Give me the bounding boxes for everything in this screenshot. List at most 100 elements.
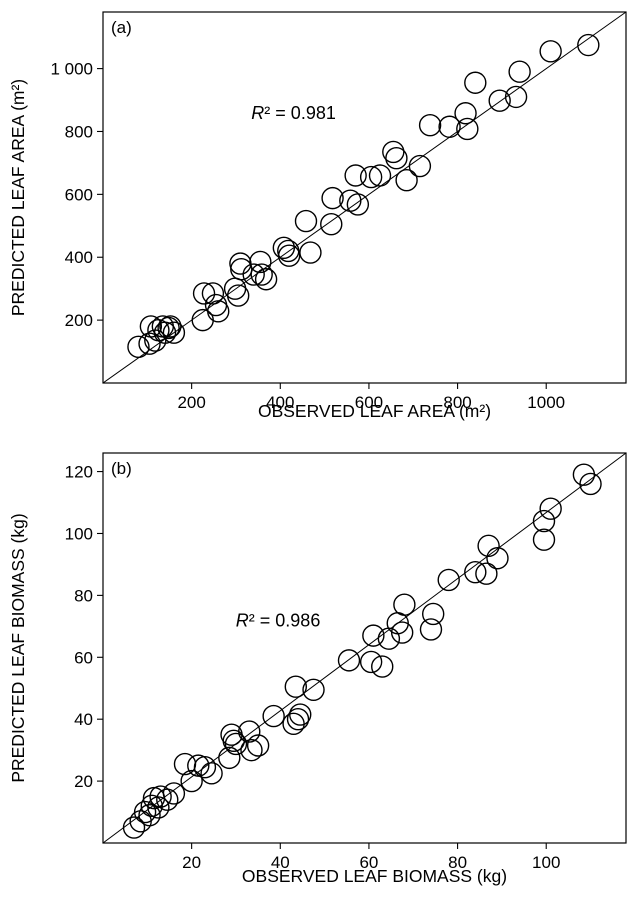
r-squared-annotation: R² = 0.986	[236, 610, 321, 630]
x-tick-label: 200	[177, 393, 205, 412]
data-point	[240, 738, 263, 762]
panel-b: 20 40 60 80 100 20 40 60 80 100 120 (b) R² = 0.986…	[8, 452, 627, 886]
data-point	[204, 293, 228, 317]
data-point	[438, 115, 461, 138]
data-point	[277, 239, 300, 263]
data-point	[254, 268, 278, 291]
data-point	[180, 769, 203, 793]
data-point	[532, 528, 556, 551]
data-point	[162, 782, 186, 805]
data-point	[572, 463, 596, 486]
y-tick-label: 800	[65, 122, 93, 141]
fit-line	[102, 11, 627, 384]
data-point	[193, 755, 217, 779]
data-point	[138, 332, 161, 355]
y-tick-label: 200	[65, 311, 93, 330]
data-point	[238, 720, 261, 743]
data-point	[277, 244, 301, 267]
x-tick-label: 600	[355, 393, 383, 412]
data-point	[385, 146, 408, 170]
y-tick-label: 600	[65, 185, 93, 204]
data-point	[359, 650, 383, 674]
data-point	[262, 704, 285, 728]
data-point	[299, 241, 322, 264]
data-point	[464, 71, 487, 94]
data-point	[321, 186, 344, 210]
r-squared-value: ² = 0.981	[264, 103, 336, 123]
x-tick-label: 20	[182, 853, 201, 872]
data-point	[579, 472, 602, 496]
data-point	[464, 560, 487, 584]
data-point	[532, 509, 556, 533]
data-point	[371, 655, 394, 678]
data-points	[127, 33, 600, 359]
data-point	[157, 316, 180, 340]
x-tick-label: 40	[271, 853, 290, 872]
data-point	[230, 257, 253, 281]
data-point	[454, 102, 477, 125]
panel-label: (a)	[111, 18, 132, 37]
x-axis-label: OBSERVED LEAF AREA (m²)	[258, 401, 491, 421]
data-point	[224, 732, 248, 756]
x-tick-label: 1000	[527, 393, 565, 412]
r-squared-symbol: R	[236, 610, 249, 630]
data-point	[242, 263, 265, 286]
data-point	[207, 300, 230, 323]
data-point	[477, 534, 500, 558]
data-point	[284, 675, 308, 698]
data-point	[359, 165, 383, 189]
data-point	[539, 40, 562, 63]
data-point	[437, 568, 460, 592]
data-point	[294, 209, 318, 233]
data-point	[133, 800, 157, 824]
data-point	[286, 707, 310, 731]
data-point	[368, 164, 392, 187]
data-point	[337, 649, 361, 672]
data-point	[408, 154, 432, 178]
data-point	[488, 89, 511, 112]
data-point	[577, 33, 600, 57]
data-point	[162, 321, 186, 344]
x-tick-label: 60	[359, 853, 378, 872]
data-point	[395, 169, 418, 192]
r-squared-symbol: R	[251, 103, 264, 123]
panel-label: (b)	[111, 459, 132, 478]
x-axis-label: OBSERVED LEAF BIOMASS (kg)	[242, 866, 507, 886]
plot-frame	[102, 11, 627, 384]
data-point	[419, 618, 443, 641]
data-point	[147, 796, 170, 819]
data-point	[539, 497, 562, 520]
x-tick-label: 400	[266, 393, 294, 412]
x-tick-label: 80	[448, 853, 467, 872]
r-squared-value: ² = 0.986	[249, 610, 321, 630]
data-point	[486, 547, 509, 570]
r-squared-annotation: R² = 0.981	[251, 103, 336, 123]
y-tick-label: 60	[74, 648, 93, 667]
data-point	[344, 164, 367, 187]
x-tick-label: 100	[532, 853, 560, 872]
data-point	[346, 193, 370, 216]
data-point	[377, 627, 401, 650]
data-point	[282, 712, 305, 736]
x-tick-label: 800	[443, 393, 471, 412]
data-point	[456, 117, 479, 141]
data-point	[302, 678, 325, 701]
data-point	[508, 60, 531, 83]
data-point	[156, 788, 179, 811]
data-point	[246, 734, 270, 757]
data-point	[250, 263, 273, 286]
y-tick-label: 120	[65, 463, 93, 482]
y-tick-label: 400	[65, 248, 93, 267]
data-point	[159, 315, 182, 338]
axis-ticks: 20 40 60 80 100 20 40 60 80 100 120	[65, 463, 561, 872]
y-tick-label: 100	[65, 524, 93, 543]
data-point	[320, 213, 343, 236]
data-point	[382, 140, 405, 164]
y-tick-label: 40	[74, 710, 93, 729]
y-axis-label: PREDICTED LEAF BIOMASS (kg)	[8, 513, 28, 782]
y-tick-label: 1 000	[50, 60, 93, 79]
y-axis-label: PREDICTED LEAF AREA (m²)	[8, 79, 28, 316]
